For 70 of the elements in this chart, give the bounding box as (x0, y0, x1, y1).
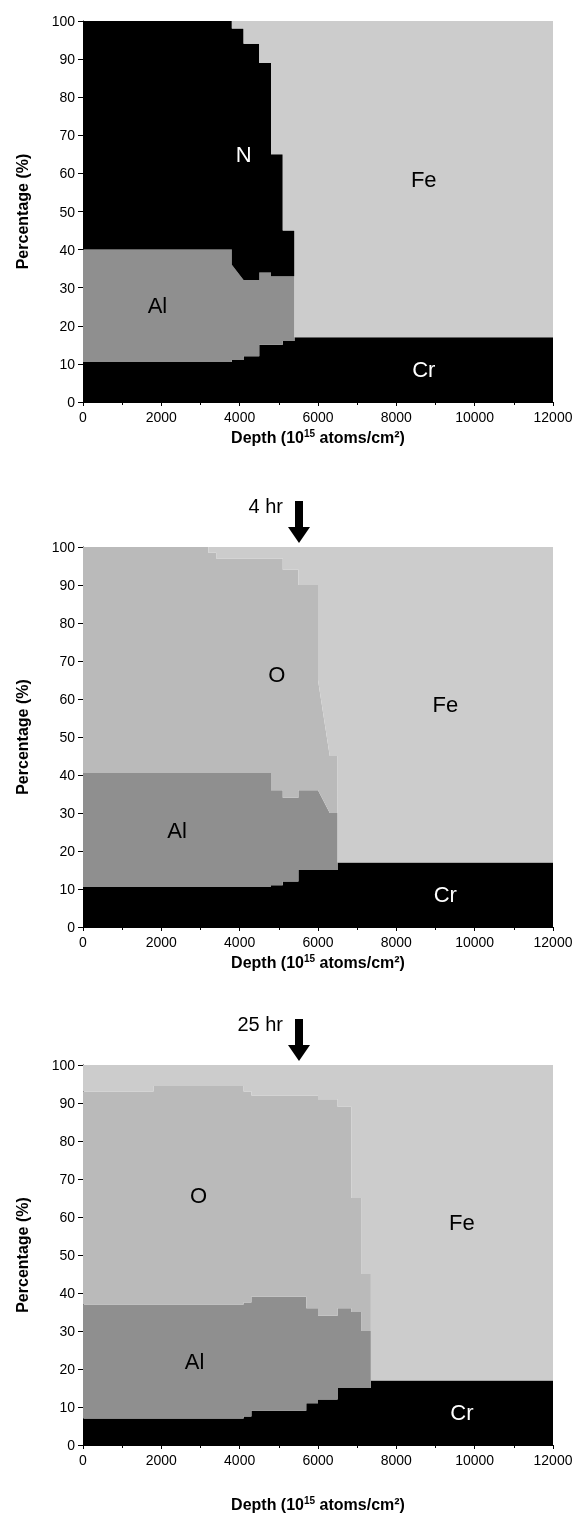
y-tick-label: 90 (59, 1095, 76, 1111)
series-label: Al (167, 817, 187, 843)
y-tick-label: 70 (59, 653, 76, 669)
series-label: O (189, 1182, 208, 1208)
x-tick-label: 2000 (145, 1452, 178, 1468)
x-tick-label: 2000 (145, 934, 178, 950)
series-label: N (235, 141, 252, 167)
series-label: Al (147, 293, 168, 319)
x-tick-label: 6000 (302, 934, 334, 950)
y-tick-label: 30 (59, 805, 76, 821)
x-tick-label: 10000 (455, 409, 495, 425)
y-tick-label: 70 (59, 1171, 76, 1187)
y-tick-label: 20 (59, 843, 76, 859)
x-tick-label: 6000 (302, 409, 334, 425)
y-axis-title: Percentage (%) (13, 153, 31, 270)
y-tick-label: 80 (59, 1133, 76, 1149)
y-tick-label: 0 (67, 394, 76, 410)
x-tick-label: 12000 (533, 409, 573, 425)
series-label: Fe (432, 692, 459, 718)
series-label: Fe (449, 1210, 475, 1236)
x-tick-label: 0 (79, 1452, 88, 1468)
y-tick-label: 0 (67, 1437, 76, 1453)
y-tick-label: 40 (59, 1285, 76, 1301)
y-tick-label: 40 (59, 241, 76, 258)
series-label: Fe (410, 166, 437, 192)
y-tick-label: 50 (59, 203, 76, 220)
x-tick-label: 2000 (145, 409, 178, 425)
y-tick-label: 100 (51, 539, 76, 555)
y-tick-label: 60 (59, 691, 76, 707)
y-tick-label: 60 (59, 1209, 76, 1225)
x-tick-label: 10000 (455, 1452, 495, 1468)
series-label: O (268, 661, 286, 687)
y-tick-label: 60 (59, 165, 76, 182)
y-tick-label: 50 (59, 729, 76, 745)
x-tick-label: 4000 (224, 1452, 256, 1468)
y-tick-label: 10 (59, 881, 76, 897)
x-tick-label: 4000 (224, 409, 256, 425)
y-tick-label: 0 (67, 919, 76, 935)
x-tick-label: 10000 (455, 934, 495, 950)
text: 4 hr (248, 495, 283, 518)
y-tick-label: 50 (59, 1247, 76, 1263)
y-tick-label: 100 (51, 13, 76, 29)
series-label: Al (184, 1348, 205, 1374)
y-tick-label: 90 (59, 51, 76, 68)
x-tick-label: 0 (79, 934, 88, 950)
series-label: Cr (433, 882, 457, 908)
y-tick-label: 100 (51, 1057, 76, 1073)
y-tick-label: 10 (59, 1399, 76, 1415)
x-tick-label: 12000 (533, 934, 573, 950)
y-tick-label: 90 (59, 577, 76, 593)
y-tick-label: 10 (59, 355, 76, 372)
x-tick-label: 6000 (302, 1452, 334, 1468)
text: 25 hr (237, 1013, 283, 1036)
y-tick-label: 40 (59, 767, 76, 783)
series-label: Cr (450, 1400, 474, 1426)
y-tick-label: 20 (59, 1361, 76, 1377)
x-tick-label: 12000 (533, 1452, 573, 1468)
y-tick-label: 30 (59, 279, 76, 296)
y-tick-label: 20 (59, 317, 76, 334)
x-tick-label: 0 (79, 409, 88, 425)
y-axis-title: Percentage (%) (13, 1197, 31, 1313)
y-tick-label: 70 (59, 127, 76, 144)
y-axis-title: Percentage (%) (13, 679, 31, 795)
x-tick-label: 8000 (380, 1452, 413, 1468)
x-tick-label: 8000 (380, 409, 413, 425)
y-tick-label: 80 (59, 615, 76, 631)
y-tick-label: 30 (59, 1323, 76, 1339)
x-tick-label: 8000 (380, 934, 413, 950)
x-tick-label: 4000 (224, 934, 256, 950)
y-tick-label: 80 (59, 89, 76, 106)
